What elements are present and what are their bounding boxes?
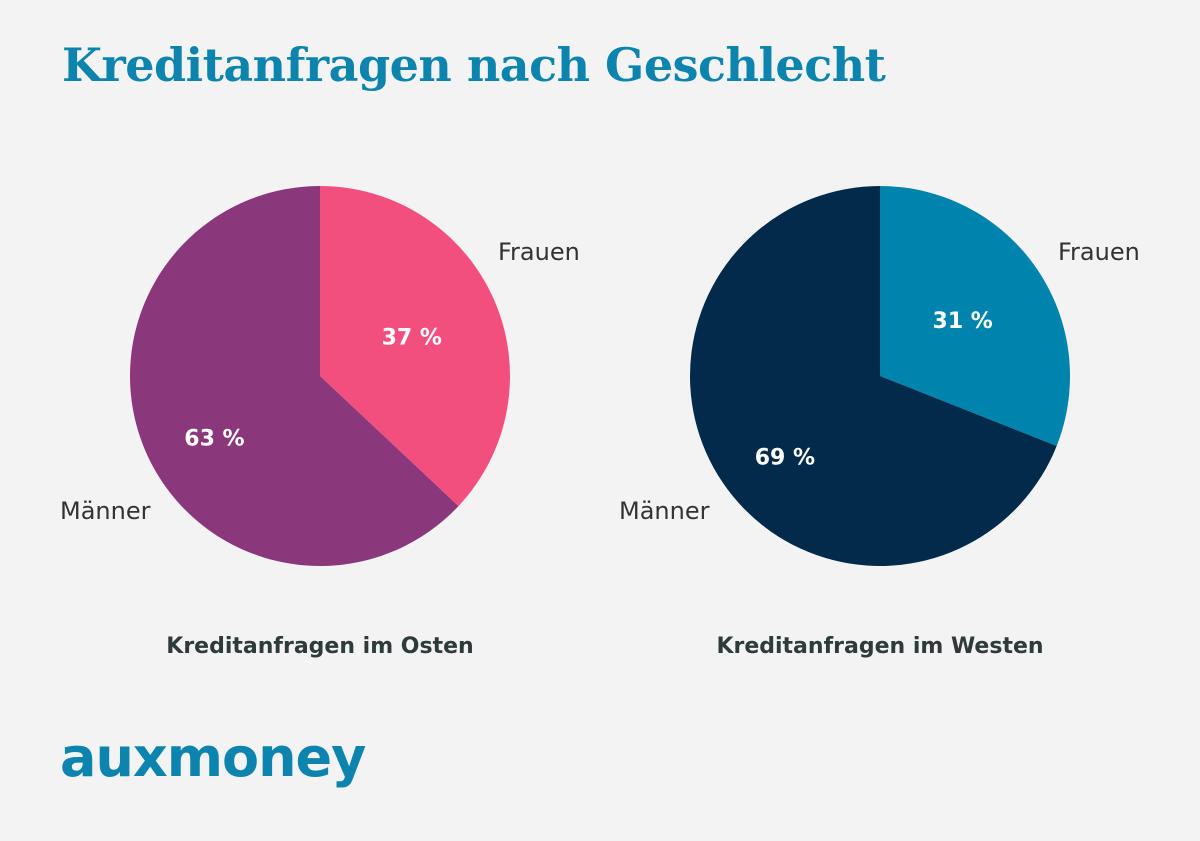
auxmoney-logo: auxmoney (60, 726, 366, 789)
pie-west-value-männer: 69 % (755, 446, 815, 471)
page-title: Kreditanfragen nach Geschlecht (62, 38, 886, 92)
pie-west-slice-männer (690, 186, 1057, 566)
pie-east-value-frauen: 37 % (382, 325, 442, 350)
pie-west-value-frauen: 31 % (933, 309, 993, 334)
pie-east-title: Kreditanfragen im Osten (166, 634, 474, 659)
pie-east-slice-frauen (320, 186, 510, 507)
pie-east-label-frauen: Frauen (498, 238, 580, 266)
pie-east-slice-männer (129, 186, 459, 566)
pie-east-value-männer: 63 % (184, 427, 244, 452)
pie-west-title: Kreditanfragen im Westen (716, 634, 1044, 659)
pie-east-label-maenner: Männer (60, 497, 151, 525)
pie-west-label-maenner: Männer (619, 497, 710, 525)
pie-west-label-frauen: Frauen (1058, 238, 1140, 266)
pie-west-slice-frauen (880, 186, 1070, 446)
